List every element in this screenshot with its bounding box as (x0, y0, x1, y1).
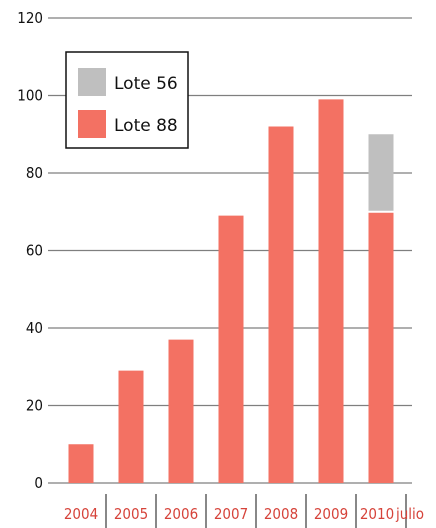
x-category-label-2005: 2005 (114, 505, 148, 523)
y-tick-label-60: 60 (26, 242, 43, 260)
legend-swatch-lote-88 (78, 110, 106, 138)
bar-lote-56-2010 (368, 134, 394, 212)
bar-lote-88-2004 (68, 444, 94, 483)
y-tick-label-20: 20 (26, 397, 43, 415)
x-category-label-2004: 2004 (64, 505, 98, 523)
bars (68, 99, 394, 483)
bar-lote-88-2007 (218, 215, 244, 483)
bar-lote-88-2010 (368, 211, 394, 483)
legend-label-lote-88: Lote 88 (114, 116, 178, 136)
bar-lote-88-2005 (118, 370, 144, 483)
legend-label-lote-56: Lote 56 (114, 74, 178, 94)
x-axis-categories: 2004 2005 2006 2007 2008 2009 2010 julio (64, 494, 424, 528)
y-tick-label-80: 80 (26, 164, 43, 182)
x-category-label-2010: 2010 (360, 505, 394, 523)
y-tick-label-120: 120 (17, 9, 43, 27)
legend: Lote 56 Lote 88 (65, 51, 189, 149)
legend-swatch-lote-56 (78, 68, 106, 96)
bar-lote-88-2008 (268, 126, 294, 483)
x-category-label-2008: 2008 (264, 505, 298, 523)
x-category-label-2007: 2007 (214, 505, 248, 523)
y-axis-tick-labels: 0 20 40 60 80 100 120 (17, 9, 43, 492)
x-category-note-julio: julio (395, 505, 424, 523)
bar-lote-88-2009 (318, 99, 344, 483)
y-tick-label-0: 0 (34, 474, 43, 492)
y-tick-label-100: 100 (17, 87, 43, 105)
x-category-label-2006: 2006 (164, 505, 198, 523)
x-category-label-2009: 2009 (314, 505, 348, 523)
bar-lote-88-2006 (168, 339, 194, 483)
y-tick-label-40: 40 (26, 319, 43, 337)
